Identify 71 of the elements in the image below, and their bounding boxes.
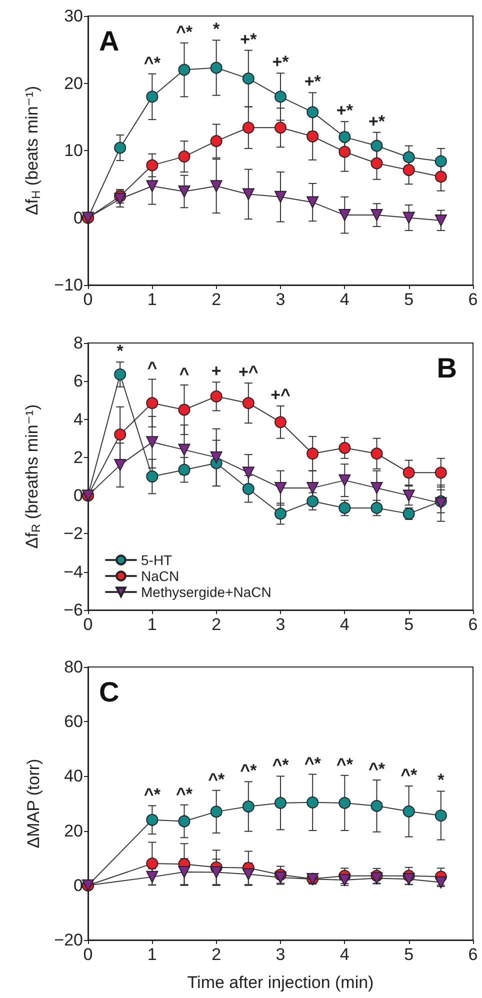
- annotation: ^*: [208, 770, 225, 789]
- y-tick-label: 30: [64, 6, 83, 26]
- x-tick-label: 5: [404, 945, 414, 964]
- x-tick-label: 1: [147, 945, 157, 964]
- y-tick-label: 0: [74, 208, 83, 228]
- y-tick-label: 20: [64, 821, 83, 840]
- x-tick-label: 2: [212, 945, 222, 964]
- y-tick-label: −10: [54, 276, 83, 294]
- y-tick-label: −2: [64, 524, 83, 544]
- x-tick-label: 3: [276, 615, 286, 634]
- x-tick-label: 3: [276, 290, 286, 309]
- y-tick-label: 6: [74, 372, 83, 391]
- y-tick-label: 0: [74, 486, 83, 506]
- y-tick-label: 10: [64, 141, 83, 160]
- annotation: ^*: [336, 754, 354, 774]
- annotation: +^: [270, 385, 290, 404]
- x-tick-label: 5: [404, 615, 414, 634]
- legend-label: Methysergide+NaCN: [141, 584, 272, 600]
- y-axis-title: ΔfR (breaths min⁻¹): [22, 404, 43, 549]
- annotation: ^*: [176, 22, 193, 42]
- y-tick-label: −20: [54, 930, 83, 950]
- annotation: *: [213, 20, 220, 39]
- annotation: *: [438, 770, 445, 790]
- annotation: *: [116, 342, 124, 361]
- y-tick-label: 40: [64, 766, 83, 786]
- x-tick-label: 1: [147, 290, 157, 309]
- x-tick-label: 1: [147, 615, 157, 634]
- y-tick-label: 20: [64, 74, 83, 93]
- chart-title: B: [436, 352, 458, 384]
- annotation: +*: [368, 112, 386, 131]
- annotation: +^: [238, 362, 258, 382]
- y-axis-title: ΔMAP (torr): [24, 758, 43, 848]
- legend-label: NaCN: [141, 568, 180, 584]
- annotation: ^*: [144, 53, 161, 72]
- y-axis-title: ΔfH (beats min⁻¹): [22, 86, 43, 216]
- y-tick-label: 8: [74, 334, 83, 352]
- annotation: +: [211, 362, 222, 381]
- x-tick-label: 2: [212, 615, 222, 634]
- annotation: ^*: [240, 761, 258, 780]
- y-tick-label: 80: [64, 658, 83, 676]
- x-tick-label: 2: [212, 290, 222, 309]
- x-tick-label: 6: [468, 615, 478, 634]
- chart-title: A: [99, 26, 120, 56]
- annotation: ^*: [272, 756, 290, 775]
- x-axis-title: Time after injection (min): [187, 973, 374, 992]
- y-tick-label: −4: [64, 562, 83, 582]
- annotation: +*: [240, 30, 258, 49]
- x-tick-label: 6: [468, 945, 478, 964]
- annotation: ^*: [304, 754, 322, 773]
- annotation: ^*: [400, 766, 418, 785]
- annotation: ^*: [176, 784, 193, 804]
- annotation: ^: [179, 364, 190, 384]
- annotation: +*: [336, 101, 354, 120]
- x-tick-label: 6: [468, 290, 478, 309]
- annotation: ^*: [368, 760, 386, 779]
- y-tick-label: 0: [74, 876, 83, 895]
- y-tick-label: 2: [74, 448, 83, 467]
- x-tick-label: 4: [340, 290, 350, 309]
- x-tick-label: 4: [340, 615, 350, 634]
- legend-label: 5-HT: [141, 552, 173, 568]
- annotation: ^: [147, 358, 158, 378]
- y-tick-label: 60: [64, 712, 83, 732]
- x-tick-label: 4: [340, 945, 350, 964]
- x-tick-label: 3: [276, 945, 286, 964]
- annotation: +*: [304, 72, 322, 92]
- chart-title: C: [99, 676, 120, 708]
- annotation: +*: [272, 52, 290, 72]
- y-tick-label: 4: [74, 410, 83, 429]
- x-tick-label: 5: [404, 290, 414, 309]
- y-tick-label: −6: [64, 600, 83, 620]
- annotation: ^*: [144, 785, 161, 804]
